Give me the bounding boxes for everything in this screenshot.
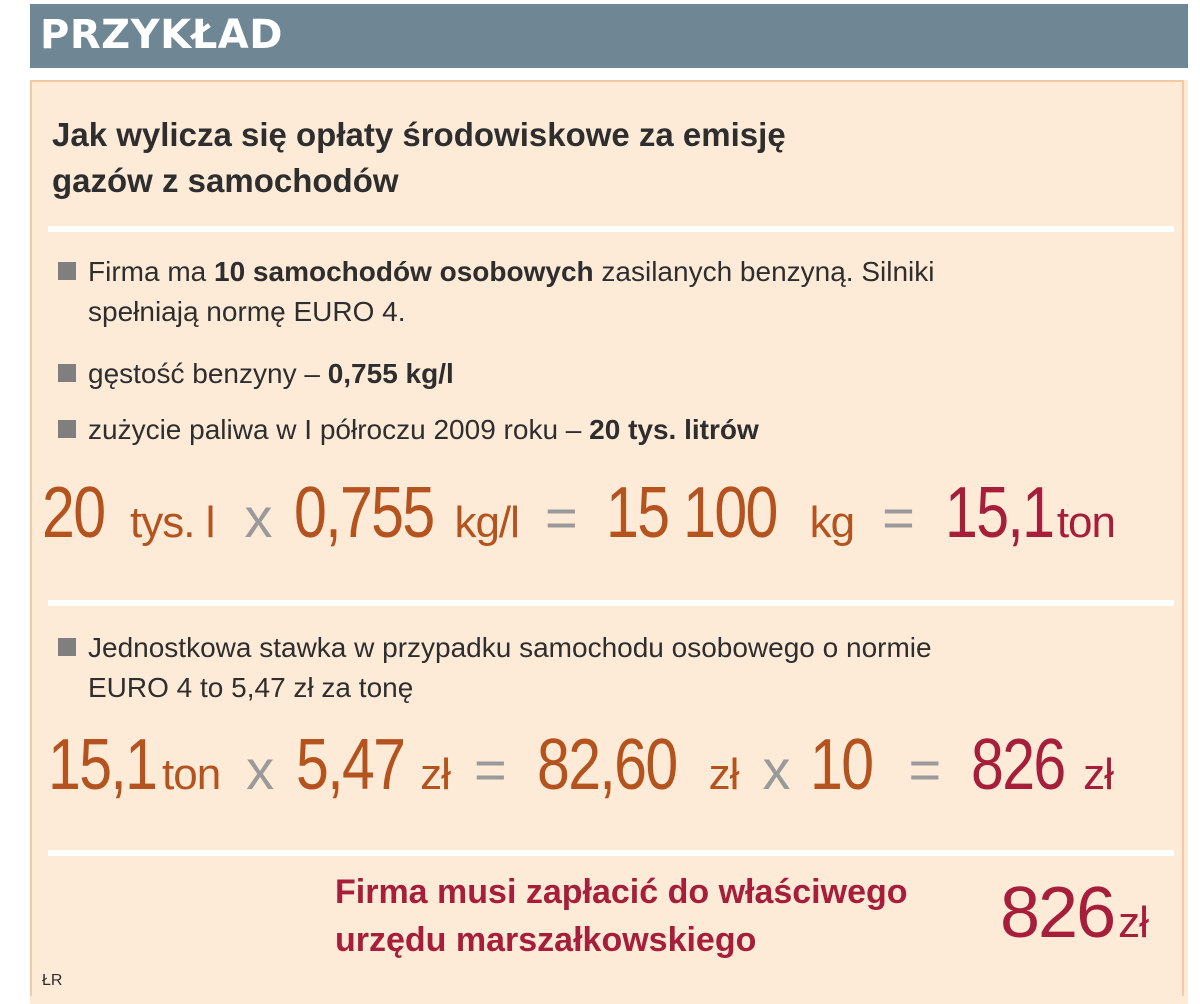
- eq1-b: 0,755: [294, 473, 435, 553]
- eq1-a: 20: [42, 473, 106, 553]
- title-line-2: gazów z samochodów: [52, 162, 399, 199]
- bullet-fleet-line-2: spełniają normę EURO 4.: [88, 296, 406, 327]
- eq2-d: 10: [810, 725, 874, 805]
- eq2-b: 5,47: [296, 725, 406, 805]
- eq2-op2: =: [473, 738, 507, 801]
- eq1-b-unit: kg/l: [454, 498, 519, 547]
- bullet-consumption-pre: zużycie paliwa w I półroczu 2009 roku –: [88, 414, 590, 445]
- eq1-d: 15,1: [944, 473, 1055, 553]
- eq2-c: 82,60: [536, 725, 678, 805]
- eq1-c-unit: kg: [809, 498, 855, 547]
- eq2-a: 15,1: [48, 725, 158, 805]
- bullet-fleet-bold: 10 samochodów osobowych: [214, 256, 594, 287]
- eq1-op1: x: [244, 486, 273, 549]
- eq1-d-unit: ton: [1056, 498, 1116, 547]
- eq2-op4: =: [908, 738, 942, 801]
- conclusion-amount-unit: zł: [1118, 898, 1149, 947]
- page-title: Jak wylicza się opłaty środowiskowe za e…: [52, 112, 952, 204]
- divider-top: [48, 226, 1174, 232]
- eq2-a-unit: ton: [162, 750, 221, 799]
- bullet-rate-line-1: Jednostkowa stawka w przypadku samochodu…: [88, 632, 932, 663]
- header-bar: PRZYKŁAD: [30, 4, 1188, 68]
- conclusion-amount-value: 826: [1000, 873, 1116, 953]
- eq2-c-unit: zł: [708, 750, 740, 799]
- bullet-fleet: Firma ma 10 samochodów osobowych zasilan…: [58, 252, 934, 292]
- conclusion-text: Firma musi zapłacić do właściwego urzędu…: [335, 868, 908, 964]
- bullet-density-pre: gęstość benzyny –: [88, 358, 328, 389]
- divider-bottom: [48, 850, 1174, 856]
- conclusion-amount: 826zł: [1000, 872, 1149, 954]
- eq2-e: 826: [971, 725, 1066, 805]
- eq1-a-unit: tys. l: [130, 498, 215, 547]
- bullet-consumption: zużycie paliwa w I półroczu 2009 roku – …: [58, 410, 759, 450]
- bullet-density: gęstość benzyny – 0,755 kg/l: [58, 354, 454, 394]
- bullet-square-icon: [58, 638, 76, 656]
- eq2-e-unit: zł: [1083, 750, 1114, 799]
- author-credit: ŁR: [42, 972, 63, 989]
- conclusion-line-1: Firma musi zapłacić do właściwego: [335, 873, 908, 911]
- eq1-c: 15 100: [605, 473, 778, 553]
- eq1-op3: =: [882, 486, 915, 549]
- eq1-op2: =: [544, 486, 578, 549]
- bullet-square-icon: [58, 420, 76, 438]
- equation-fee: 15,1 ton x 5,47 zł = 82,60 zł x 10 = 826 zł: [48, 724, 1114, 806]
- eq2-b-unit: zł: [420, 750, 451, 799]
- title-line-1: Jak wylicza się opłaty środowiskowe za e…: [52, 116, 786, 153]
- bullet-fleet-post: zasilanych benzyną. Silniki: [593, 256, 935, 287]
- header-label: PRZYKŁAD: [40, 12, 283, 58]
- bullet-fleet-pre: Firma ma: [88, 256, 214, 287]
- bullet-density-bold: 0,755 kg/l: [327, 358, 454, 389]
- divider-middle: [48, 600, 1174, 606]
- eq2-op1: x: [246, 738, 275, 801]
- bullet-rate-line-2: EURO 4 to 5,47 zł za tonę: [88, 672, 414, 703]
- bullet-square-icon: [58, 364, 76, 382]
- bullet-square-icon: [58, 262, 76, 280]
- bullet-consumption-bold: 20 tys. litrów: [589, 414, 759, 445]
- conclusion-line-2: urzędu marszałkowskiego: [335, 921, 757, 959]
- bullet-rate: Jednostkowa stawka w przypadku samochodu…: [58, 628, 932, 668]
- eq2-op3: x: [762, 738, 791, 801]
- equation-mass: 20 tys. l x 0,755 kg/l = 15 100 kg = 15,1ton: [42, 472, 1116, 554]
